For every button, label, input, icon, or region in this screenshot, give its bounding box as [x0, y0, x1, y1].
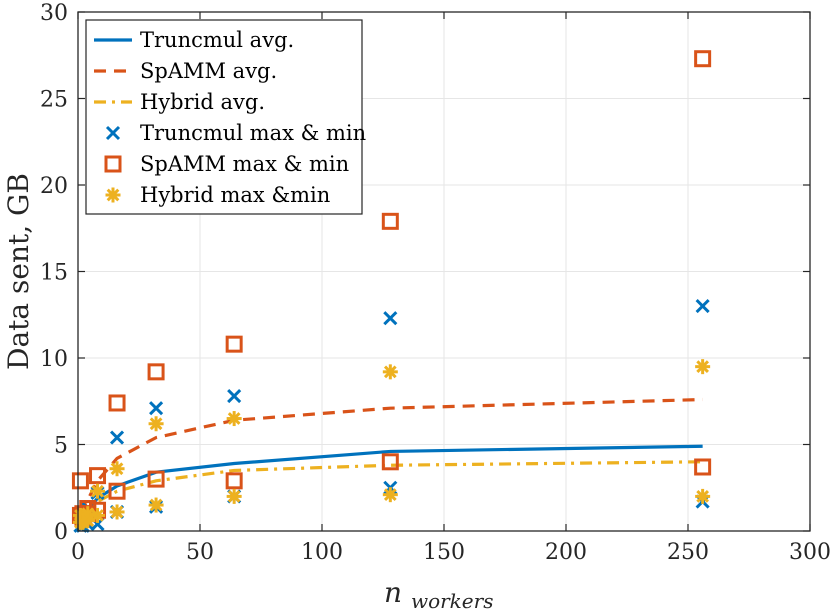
x-tick-label: 150 — [423, 540, 465, 565]
legend-box — [85, 19, 363, 215]
marker-stroke — [227, 412, 241, 425]
marker-stroke — [227, 490, 241, 503]
data-point — [694, 458, 712, 476]
y-tick-label: 30 — [40, 1, 68, 26]
data-point — [148, 416, 164, 432]
marker-stroke — [91, 484, 104, 498]
data-point — [695, 359, 711, 375]
marker-stroke — [106, 188, 120, 202]
data-point — [148, 497, 164, 513]
y-tick-label: 5 — [54, 434, 68, 459]
marker-stroke — [110, 462, 124, 476]
y-tick-label: 20 — [40, 174, 68, 199]
legend-swatch-marker — [105, 125, 121, 141]
marker-stroke — [695, 299, 710, 314]
legend-label: Hybrid avg. — [140, 90, 265, 114]
data-point — [108, 482, 126, 500]
data-point — [694, 50, 712, 68]
y-tick-label: 0 — [54, 520, 68, 545]
y-tick-label: 15 — [40, 261, 68, 286]
y-tick-label: 10 — [40, 347, 68, 372]
legend-label: Truncmul max & min — [140, 121, 366, 145]
data-point — [90, 483, 106, 499]
marker-stroke — [149, 498, 163, 512]
y-axis-label: Data sent, GB — [2, 173, 35, 370]
marker-stroke — [149, 401, 164, 416]
data-point — [382, 364, 398, 380]
data-point — [226, 411, 242, 427]
y-tick-label: 25 — [40, 88, 68, 113]
marker-stroke — [696, 490, 710, 503]
marker-stroke — [383, 365, 397, 379]
data-point — [147, 363, 165, 381]
marker-stroke — [383, 488, 397, 502]
x-tick-label: 0 — [71, 540, 85, 565]
marker-stroke — [81, 514, 95, 527]
x-tick-label: 200 — [545, 540, 587, 565]
legend-label: SpAMM max & min — [140, 152, 349, 176]
marker-stroke — [110, 505, 124, 519]
marker-stroke — [91, 509, 104, 522]
legend-label: SpAMM avg. — [140, 59, 277, 83]
marker-stroke — [696, 360, 710, 374]
data-point — [226, 488, 242, 504]
marker-stroke — [109, 430, 125, 445]
legend-swatch-marker — [105, 187, 121, 203]
marker-stroke — [383, 311, 398, 326]
x-tick-label: 300 — [789, 540, 830, 565]
data-point — [71, 472, 89, 490]
data-point — [108, 394, 126, 412]
data-point — [90, 507, 106, 523]
data-point — [109, 504, 125, 520]
data-point — [149, 401, 164, 416]
axis-ticks: 0 50 100 150 200 250 300 0 5 10 15 20 25 30 — [40, 1, 830, 565]
legend-label: Hybrid max &min — [140, 183, 330, 207]
x-axis-label-subscript: workers — [411, 589, 494, 610]
x-axis-label: n workers — [384, 576, 493, 610]
data-point — [89, 467, 107, 485]
data-point — [381, 453, 399, 471]
data-point — [382, 487, 398, 503]
series-markers-hybrid-max-min — [72, 359, 711, 530]
x-tick-label: 50 — [186, 540, 214, 565]
plot-series — [71, 50, 712, 533]
legend: Truncmul avg. SpAMM avg. Hybrid avg. Truncm… — [85, 19, 366, 215]
data-point — [225, 472, 243, 490]
data-point — [225, 335, 243, 353]
data-point — [109, 430, 125, 445]
marker-stroke — [149, 417, 163, 431]
series-line-truncmul-avg — [79, 444, 703, 522]
legend-swatch-marker — [104, 155, 122, 173]
x-axis-label-base: n — [384, 576, 402, 609]
x-tick-label: 250 — [667, 540, 709, 565]
data-point — [383, 311, 398, 326]
data-point — [381, 212, 399, 230]
x-tick-label: 100 — [301, 540, 343, 565]
data-point — [147, 470, 165, 488]
data-point — [109, 461, 125, 477]
marker-stroke — [227, 388, 242, 404]
legend-label: Truncmul avg. — [140, 28, 294, 52]
marker-stroke — [105, 125, 121, 141]
data-point — [227, 388, 242, 404]
data-point — [695, 299, 710, 314]
data-point — [695, 488, 711, 504]
